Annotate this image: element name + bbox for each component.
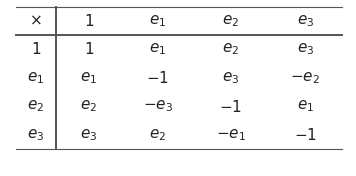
Text: $e_1$: $e_1$	[80, 70, 97, 86]
Text: $1$: $1$	[84, 13, 94, 29]
Text: $1$: $1$	[84, 42, 94, 57]
Text: $-1$: $-1$	[294, 127, 317, 143]
Text: $e_2$: $e_2$	[149, 127, 166, 143]
Text: $e_3$: $e_3$	[297, 13, 314, 29]
Text: $e_2$: $e_2$	[80, 99, 97, 114]
Text: $\times$: $\times$	[30, 14, 42, 28]
Text: $e_1$: $e_1$	[297, 99, 314, 114]
Text: $e_3$: $e_3$	[222, 70, 240, 86]
Text: $e_3$: $e_3$	[297, 42, 314, 57]
Text: $e_1$: $e_1$	[27, 70, 44, 86]
Text: $e_2$: $e_2$	[222, 13, 240, 29]
Text: $e_2$: $e_2$	[222, 42, 240, 57]
Text: $e_3$: $e_3$	[27, 127, 44, 143]
Text: $-e_1$: $-e_1$	[216, 127, 246, 143]
Text: $e_1$: $e_1$	[149, 42, 166, 57]
Text: $e_1$: $e_1$	[149, 13, 166, 29]
Text: $-e_2$: $-e_2$	[290, 70, 320, 86]
Text: $-1$: $-1$	[219, 99, 242, 115]
Text: $-e_3$: $-e_3$	[143, 99, 173, 114]
Text: $e_3$: $e_3$	[80, 127, 98, 143]
Text: $1$: $1$	[31, 42, 41, 57]
Text: $-1$: $-1$	[146, 70, 169, 86]
Text: $e_2$: $e_2$	[27, 99, 44, 114]
